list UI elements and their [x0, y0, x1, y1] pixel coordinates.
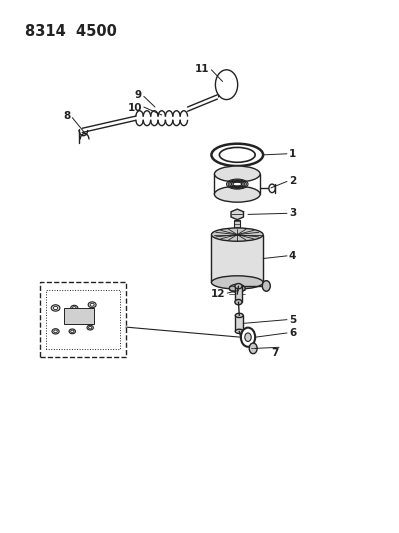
Ellipse shape [71, 305, 78, 311]
Text: 1: 1 [289, 149, 296, 159]
Ellipse shape [235, 284, 242, 289]
Circle shape [215, 70, 238, 100]
Ellipse shape [88, 302, 96, 308]
Text: 2: 2 [289, 176, 296, 187]
Ellipse shape [211, 144, 263, 166]
Circle shape [262, 281, 270, 291]
Text: 9: 9 [135, 90, 142, 100]
Bar [235, 286, 242, 302]
Text: 5: 5 [289, 314, 296, 325]
Circle shape [269, 184, 275, 192]
Ellipse shape [211, 276, 263, 289]
Text: 11: 11 [195, 64, 209, 74]
Polygon shape [211, 235, 263, 282]
Bar [40, 282, 126, 357]
Ellipse shape [235, 313, 243, 318]
Ellipse shape [54, 330, 57, 333]
Ellipse shape [235, 300, 242, 305]
Text: 3: 3 [289, 208, 296, 219]
Ellipse shape [90, 303, 94, 306]
Ellipse shape [87, 325, 93, 330]
Ellipse shape [52, 329, 59, 334]
Text: 10: 10 [127, 103, 142, 113]
Ellipse shape [69, 329, 75, 334]
Bar [64, 308, 94, 324]
Ellipse shape [211, 228, 263, 241]
Bar [235, 316, 243, 332]
Circle shape [245, 333, 251, 342]
Bar [235, 220, 240, 228]
Circle shape [241, 328, 255, 347]
Ellipse shape [214, 186, 260, 202]
Ellipse shape [51, 305, 60, 311]
Ellipse shape [229, 284, 245, 292]
Ellipse shape [71, 330, 74, 333]
Text: 12: 12 [211, 289, 225, 299]
Text: 6: 6 [289, 328, 296, 338]
Circle shape [249, 343, 257, 354]
Ellipse shape [73, 306, 76, 309]
Ellipse shape [214, 166, 260, 182]
Ellipse shape [219, 148, 255, 163]
Polygon shape [231, 209, 243, 220]
Text: 4: 4 [289, 251, 296, 261]
Ellipse shape [89, 326, 92, 329]
Text: 8314  4500: 8314 4500 [25, 23, 117, 38]
Ellipse shape [53, 306, 58, 310]
Text: 7: 7 [271, 348, 279, 358]
Text: 8: 8 [63, 111, 70, 121]
Polygon shape [46, 290, 120, 349]
Ellipse shape [235, 329, 243, 334]
